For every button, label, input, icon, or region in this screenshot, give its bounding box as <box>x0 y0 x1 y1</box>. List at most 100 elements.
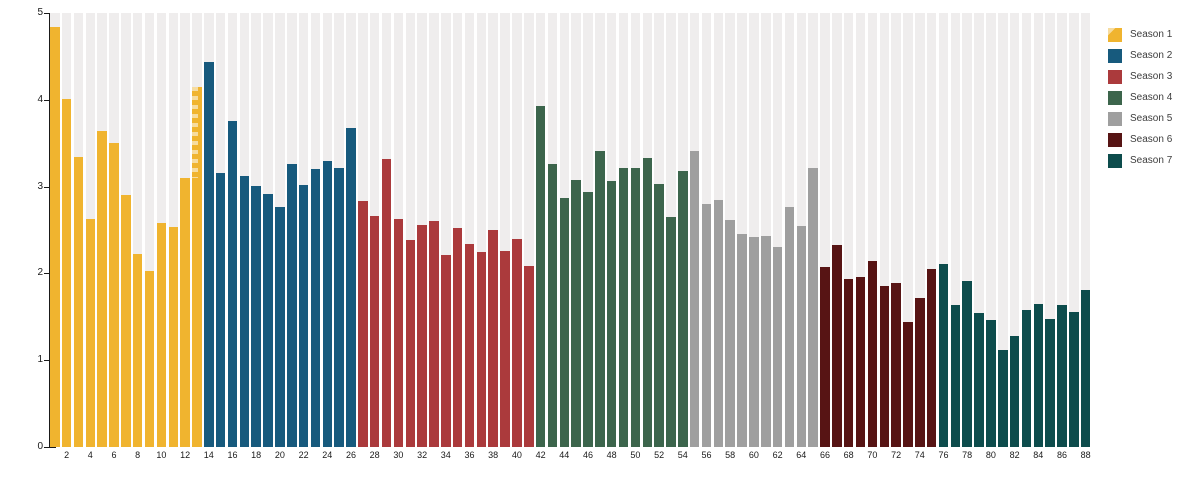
hatched-bar-top <box>192 86 202 178</box>
x-tick-label: 36 <box>464 450 475 460</box>
episode-bar <box>737 234 747 447</box>
episode-bar <box>1045 319 1055 447</box>
background-column <box>1080 13 1091 447</box>
episode-bar <box>749 236 759 447</box>
episode-bar <box>156 223 167 447</box>
x-tick-label: 62 <box>772 450 783 460</box>
x-tick-label: 70 <box>867 450 878 460</box>
episode-bar <box>358 201 368 447</box>
episode-bar <box>132 254 143 447</box>
x-tick-label: 14 <box>203 450 214 460</box>
y-tick-mark <box>44 13 50 14</box>
episode-bar <box>310 169 321 447</box>
x-tick-label: 44 <box>559 450 570 460</box>
episode-bar <box>618 167 629 447</box>
y-tick-mark <box>44 99 50 101</box>
episode-bar <box>879 285 889 447</box>
x-tick-label: 32 <box>417 450 428 460</box>
episode-bar <box>832 244 842 447</box>
episode-bar <box>1021 309 1032 447</box>
episode-bar <box>559 197 570 447</box>
legend-item-season-2: Season 2 <box>1108 49 1188 64</box>
x-tick-label: 18 <box>251 450 262 460</box>
x-tick-label: 76 <box>938 450 949 460</box>
episode-bar <box>500 250 510 447</box>
episode-bar <box>701 203 712 447</box>
episode-bar <box>583 191 593 447</box>
y-tick-mark <box>44 360 50 362</box>
episode-bar <box>441 255 451 447</box>
background-column <box>405 13 415 447</box>
episode-bar <box>215 172 226 447</box>
episode-bar <box>903 322 913 447</box>
episode-bar <box>417 224 427 447</box>
episode-bar <box>689 151 700 447</box>
x-tick-label: 82 <box>1009 450 1020 460</box>
episode-bar <box>867 261 878 447</box>
legend-item-season-6: Season 6 <box>1108 133 1188 148</box>
episode-bar <box>287 164 297 447</box>
episode-bar <box>429 221 439 447</box>
legend-swatch <box>1108 49 1122 63</box>
legend-label: Season 1 <box>1130 29 1173 40</box>
background-column <box>1033 13 1044 447</box>
x-tick-label: 66 <box>819 450 830 460</box>
x-tick-label: 34 <box>440 450 451 460</box>
x-tick-label: 8 <box>135 450 141 460</box>
legend-item-season-4: Season 4 <box>1108 91 1188 106</box>
legend-label: Season 7 <box>1130 155 1173 166</box>
x-tick-label: 6 <box>111 450 117 460</box>
legend-swatch <box>1108 28 1122 42</box>
x-tick-label: 16 <box>227 450 238 460</box>
legend-item-season-7: Season 7 <box>1108 154 1188 169</box>
episode-bar <box>97 131 107 447</box>
x-tick-label: 2 <box>64 450 70 460</box>
background-column <box>144 13 155 447</box>
episode-bar <box>144 270 155 447</box>
episode-bar <box>50 26 60 447</box>
x-tick-label: 26 <box>345 450 356 460</box>
x-tick-label: 40 <box>511 450 522 460</box>
episode-bar <box>950 304 961 447</box>
episode-bar <box>547 164 558 447</box>
x-tick-label: 52 <box>654 450 665 460</box>
episode-bar <box>322 160 333 447</box>
background-column <box>820 13 830 447</box>
x-tick-label: 64 <box>796 450 807 460</box>
background-column <box>832 13 842 447</box>
episode-bar <box>369 216 380 447</box>
episode-bar <box>464 243 475 447</box>
legend-label: Season 5 <box>1130 113 1173 124</box>
x-tick-label: 42 <box>535 450 546 460</box>
episode-bar <box>843 278 854 447</box>
y-tick-label: 5 <box>37 7 43 18</box>
x-tick-label: 10 <box>156 450 167 460</box>
y-tick-label: 4 <box>37 93 43 105</box>
episode-bar <box>109 143 119 447</box>
episode-bar <box>595 151 605 447</box>
background-column <box>998 13 1008 447</box>
episode-bar <box>761 236 771 447</box>
episode-bar <box>488 230 498 447</box>
x-tick-label: 28 <box>369 450 380 460</box>
episode-bar <box>381 158 392 447</box>
x-tick-label: 68 <box>843 450 854 460</box>
x-tick-label: 50 <box>630 450 641 460</box>
episode-bar <box>915 297 925 447</box>
episode-bar <box>784 206 795 447</box>
episode-bar <box>204 62 214 447</box>
episode-bar <box>891 282 901 447</box>
x-tick-label: 74 <box>914 450 925 460</box>
episode-bar <box>986 320 996 447</box>
background-column <box>132 13 143 447</box>
background-column <box>749 13 759 447</box>
background-column <box>938 13 949 447</box>
episode-bar <box>524 266 534 447</box>
legend-swatch <box>1108 112 1122 126</box>
episode-bar <box>251 185 261 447</box>
episode-bar <box>630 168 641 447</box>
x-tick-label: 80 <box>985 450 996 460</box>
episode-bar <box>85 218 96 447</box>
episode-bar <box>1033 303 1044 447</box>
background-column <box>1057 13 1067 447</box>
